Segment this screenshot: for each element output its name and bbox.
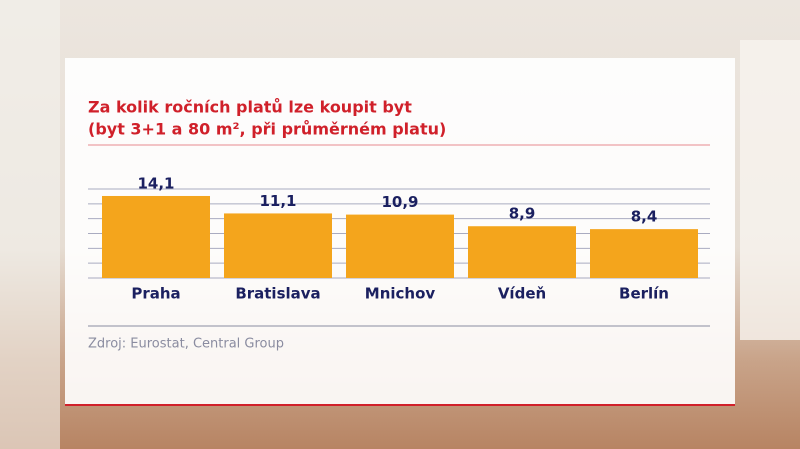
chart-subtitle: (byt 3+1 a 80 m², při průměrném platu) — [88, 120, 446, 139]
panel-border — [65, 404, 735, 406]
bar — [102, 195, 210, 278]
x-tick-label: Bratislava — [235, 285, 320, 303]
bar — [590, 229, 698, 278]
bar — [468, 226, 576, 278]
value-label: 10,9 — [381, 193, 418, 211]
x-tick-label: Berlín — [619, 285, 669, 303]
value-label: 14,1 — [137, 174, 174, 192]
x-tick-label: Vídeň — [498, 285, 546, 303]
value-label: 11,1 — [259, 192, 296, 210]
window — [740, 40, 800, 340]
value-label: 8,9 — [509, 205, 536, 223]
bar — [346, 214, 454, 278]
chart-title: Za kolik ročních platů lze koupit byt — [88, 98, 412, 117]
value-label: 8,4 — [631, 208, 658, 226]
x-tick-label: Praha — [131, 285, 180, 303]
x-tick-label: Mnichov — [365, 285, 436, 303]
bar — [224, 213, 332, 278]
door-frame — [0, 0, 60, 449]
source-note: Zdroj: Eurostat, Central Group — [88, 337, 284, 352]
